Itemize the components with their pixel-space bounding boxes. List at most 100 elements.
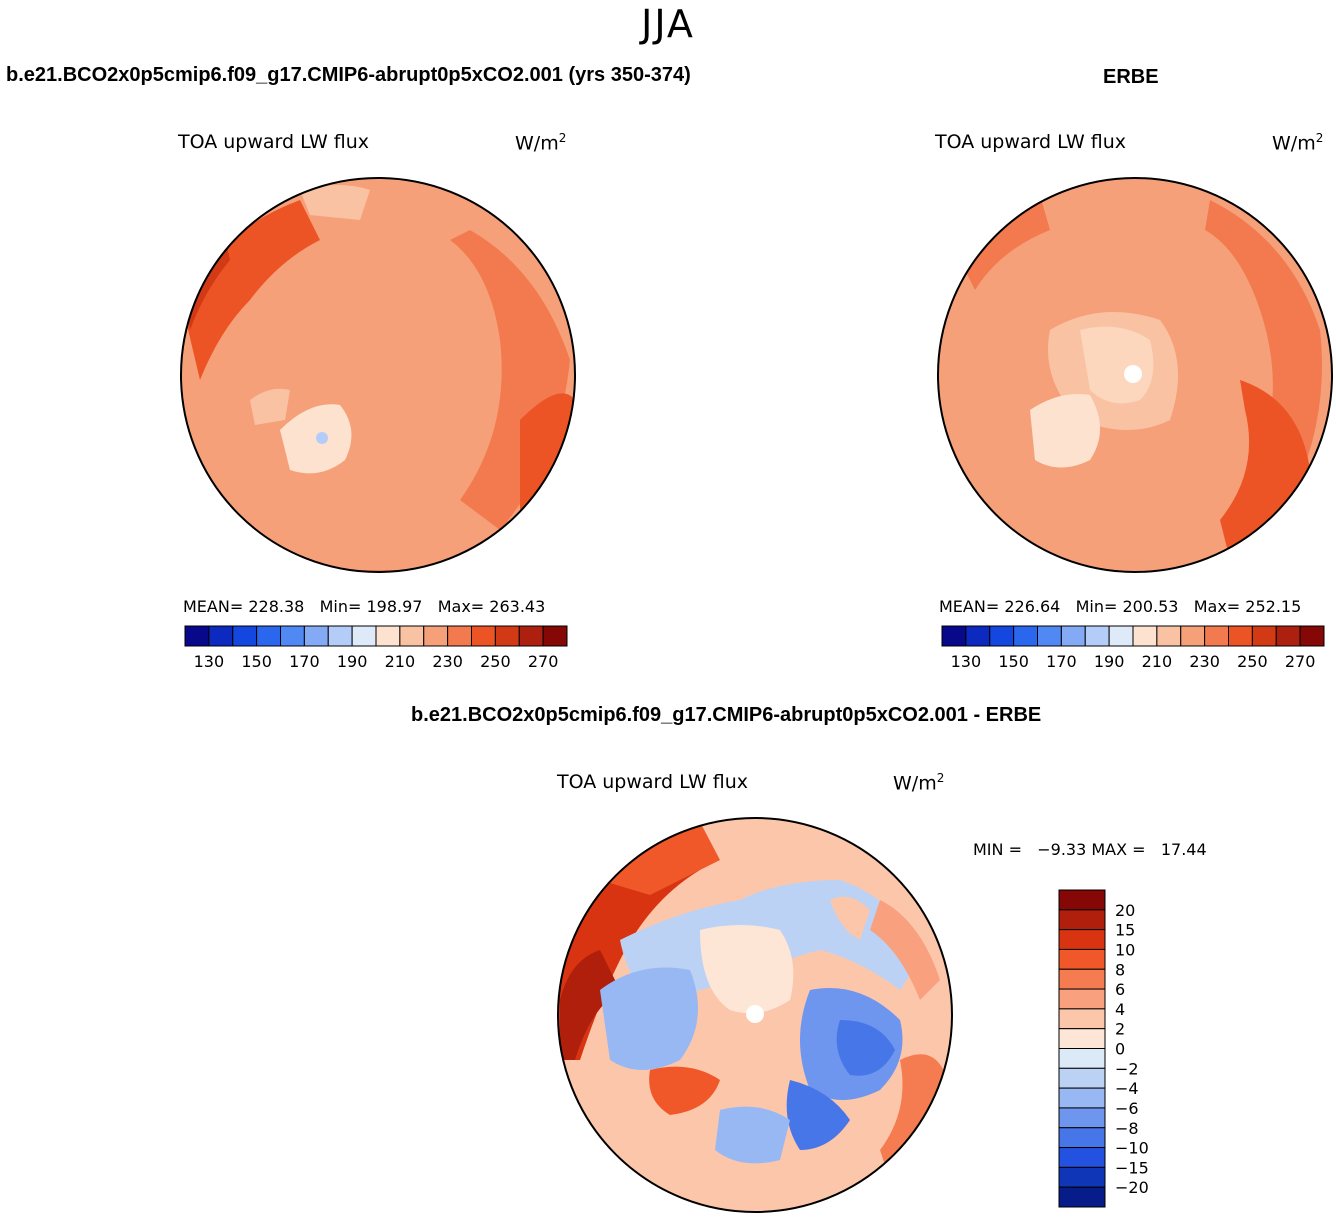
diff-colorbar-swatch (1058, 948, 1106, 970)
diff-variable-label: TOA upward LW flux (557, 771, 749, 793)
diff-colorbar-tick-label: −10 (1115, 1139, 1149, 1158)
diff-panel-header: b.e21.BCO2x0p5cmip6.f09_g17.CMIP6-abrupt… (411, 704, 1042, 726)
diff-colorbar-swatch (1058, 988, 1106, 1010)
model-colorbar-swatch (280, 625, 305, 647)
diff-colorbar-swatch (1058, 1067, 1106, 1089)
obs-colorbar-swatch (1299, 625, 1325, 647)
diff-colorbar-swatch (1058, 909, 1106, 931)
obs-colorbar-swatch (1228, 625, 1253, 647)
model-colorbar-swatch (327, 625, 353, 647)
obs-colorbar-swatch (1084, 625, 1110, 647)
diff-colorbar-tick-label: 0 (1115, 1040, 1125, 1059)
model-stats: MEAN= 228.38 Min= 198.97 Max= 263.43 (183, 597, 546, 616)
diff-colorbar-swatch (1058, 1147, 1106, 1168)
model-colorbar-tick-label: 250 (480, 652, 511, 671)
diff-colorbar-swatch (1058, 1186, 1106, 1208)
diff-colorbar-swatch (1058, 1107, 1106, 1129)
model-colorbar-swatch (256, 625, 281, 647)
obs-units-label: W/m2 (1272, 131, 1324, 155)
obs-colorbar-swatch (1275, 625, 1301, 647)
model-colorbar-swatch (542, 625, 568, 647)
diff-colorbar-tick-label: −6 (1115, 1099, 1139, 1118)
diff-colorbar-tick-label: 20 (1115, 901, 1135, 920)
model-colorbar-tick-label: 190 (337, 652, 368, 671)
model-colorbar-tick-label: 130 (194, 652, 225, 671)
season-title: JJA (641, 2, 695, 46)
obs-colorbar-tick-label: 210 (1142, 652, 1173, 671)
diff-colorbar-swatch (1058, 1087, 1106, 1109)
model-colorbar-tick-label: 150 (241, 652, 272, 671)
model-colorbar-tick-label: 210 (385, 652, 416, 671)
obs-panel-header: ERBE (1103, 66, 1159, 88)
obs-colorbar-swatch (965, 625, 991, 647)
diff-colorbar-swatch (1058, 1048, 1106, 1069)
diff-colorbar-tick-label: −20 (1115, 1178, 1149, 1197)
model-polar-map (181, 178, 575, 572)
obs-stats: MEAN= 226.64 Min= 200.53 Max= 252.15 (939, 597, 1302, 616)
diff-colorbar-tick-label: −15 (1115, 1158, 1149, 1177)
obs-colorbar-tick-label: 250 (1237, 652, 1268, 671)
model-colorbar-swatch (375, 625, 401, 647)
obs-colorbar-swatch (1180, 625, 1206, 647)
diff-colorbar-tick-label: −4 (1115, 1079, 1139, 1098)
obs-colorbar-swatch (1013, 625, 1038, 647)
diff-polar-map (558, 818, 952, 1212)
obs-colorbar-swatch (1108, 625, 1134, 647)
model-map-border (180, 177, 576, 573)
obs-colorbar-tick-label: 150 (998, 652, 1029, 671)
model-colorbar-swatch (232, 625, 258, 647)
model-colorbar-tick-label: 270 (528, 652, 559, 671)
obs-colorbar: 130 150 170 190 210 230 250 270 (941, 625, 1325, 671)
obs-colorbar-swatch (989, 625, 1015, 647)
obs-variable-label: TOA upward LW flux (935, 131, 1127, 153)
diff-colorbar-tick-label: 4 (1115, 1000, 1125, 1019)
diff-colorbar-tick-label: 6 (1115, 980, 1125, 999)
model-colorbar-swatch (518, 625, 544, 647)
model-colorbar-swatch (399, 625, 425, 647)
model-colorbar-swatch (494, 625, 520, 647)
obs-colorbar-tick-label: 270 (1285, 652, 1316, 671)
model-colorbar-swatch (208, 625, 234, 647)
diff-colorbar-swatch (1058, 1166, 1106, 1188)
obs-colorbar-tick-label: 170 (1046, 652, 1077, 671)
model-colorbar-swatch (351, 625, 377, 647)
obs-colorbar-swatch (1251, 625, 1277, 647)
obs-colorbar-tick-label: 230 (1189, 652, 1220, 671)
diff-colorbar-tick-label: −8 (1115, 1119, 1139, 1138)
model-colorbar-swatch (471, 625, 496, 647)
diff-colorbar-swatch (1058, 1028, 1106, 1049)
obs-colorbar-swatch (1204, 625, 1229, 647)
model-colorbar-tick-label: 170 (289, 652, 320, 671)
obs-colorbar-swatch (1037, 625, 1062, 647)
diff-colorbar-tick-label: 15 (1115, 921, 1135, 940)
obs-polar-map (938, 178, 1332, 572)
diff-colorbar-swatch (1058, 889, 1106, 911)
model-units-label: W/m2 (515, 131, 567, 155)
diff-map-border (557, 817, 953, 1213)
obs-map-border (937, 177, 1333, 573)
model-variable-label: TOA upward LW flux (178, 131, 370, 153)
obs-colorbar-swatch (1156, 625, 1182, 647)
obs-colorbar-swatch (941, 625, 967, 647)
diff-colorbar-tick-label: 8 (1115, 960, 1125, 979)
model-colorbar-swatch (447, 625, 472, 647)
obs-colorbar-swatch (1060, 625, 1086, 647)
obs-colorbar-swatch (1132, 625, 1158, 647)
model-colorbar-swatch (423, 625, 449, 647)
diff-units-label: W/m2 (893, 771, 945, 795)
diff-colorbar-swatch (1058, 968, 1106, 990)
obs-colorbar-tick-label: 190 (1094, 652, 1125, 671)
diff-colorbar-swatch (1058, 1127, 1106, 1149)
diff-colorbar-tick-label: 2 (1115, 1020, 1125, 1039)
diff-colorbar-tick-label: −2 (1115, 1059, 1139, 1078)
model-colorbar-swatch (303, 625, 329, 647)
diff-colorbar-tick-label: 10 (1115, 940, 1135, 959)
model-panel-header: b.e21.BCO2x0p5cmip6.f09_g17.CMIP6-abrupt… (6, 64, 691, 86)
diff-stats: MIN = −9.33 MAX = 17.44 (973, 840, 1207, 859)
diff-colorbar-swatch (1058, 1008, 1106, 1030)
model-colorbar-tick-label: 230 (432, 652, 463, 671)
obs-colorbar-tick-label: 130 (951, 652, 982, 671)
diff-colorbar-swatch (1058, 929, 1106, 950)
